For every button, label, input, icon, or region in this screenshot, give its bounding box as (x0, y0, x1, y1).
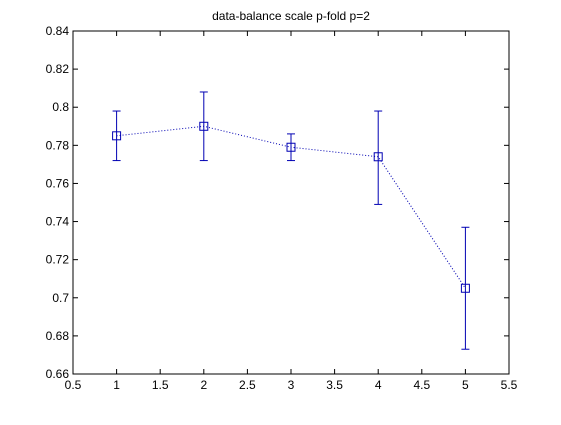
x-tick-label: 4.5 (413, 378, 430, 392)
y-tick-label: 0.78 (46, 138, 70, 152)
y-tick-label: 0.84 (46, 24, 70, 38)
x-tick-label: 3 (288, 378, 295, 392)
x-tick-label: 2 (200, 378, 207, 392)
y-tick-label: 0.66 (46, 367, 70, 381)
data-point-marker (112, 131, 122, 141)
x-tick-label: 5 (462, 378, 469, 392)
y-tick-label: 0.72 (46, 253, 70, 267)
x-tick-label: 1.5 (152, 378, 169, 392)
x-tick-label: 2.5 (239, 378, 256, 392)
y-tick-label: 0.8 (52, 100, 69, 114)
x-tick-label: 3.5 (326, 378, 343, 392)
plot-area (72, 30, 510, 375)
chart-title: data-balance scale p-fold p=2 (212, 9, 370, 23)
y-tick-label: 0.7 (52, 291, 69, 305)
data-point-marker (460, 283, 470, 293)
series-layer (112, 91, 470, 350)
y-tick-label: 0.68 (46, 329, 70, 343)
x-tick-label: 5.5 (501, 378, 518, 392)
data-point-marker (286, 142, 296, 152)
data-point-marker (199, 121, 209, 131)
y-tick-label: 0.74 (46, 215, 70, 229)
x-axis-ticks: 0.5 1 1.5 2 2.5 3 3.5 4 4.5 5 5.5 (65, 31, 518, 392)
data-point-marker (373, 152, 383, 162)
x-tick-label: 0.5 (65, 378, 82, 392)
y-tick-label: 0.82 (46, 62, 70, 76)
x-tick-label: 4 (375, 378, 382, 392)
y-axis-ticks: 0.66 0.68 0.7 0.72 0.74 0.76 0.78 0.8 0.82 0.84 (46, 24, 509, 381)
x-tick-label: 1 (113, 378, 120, 392)
y-tick-label: 0.76 (46, 176, 70, 190)
